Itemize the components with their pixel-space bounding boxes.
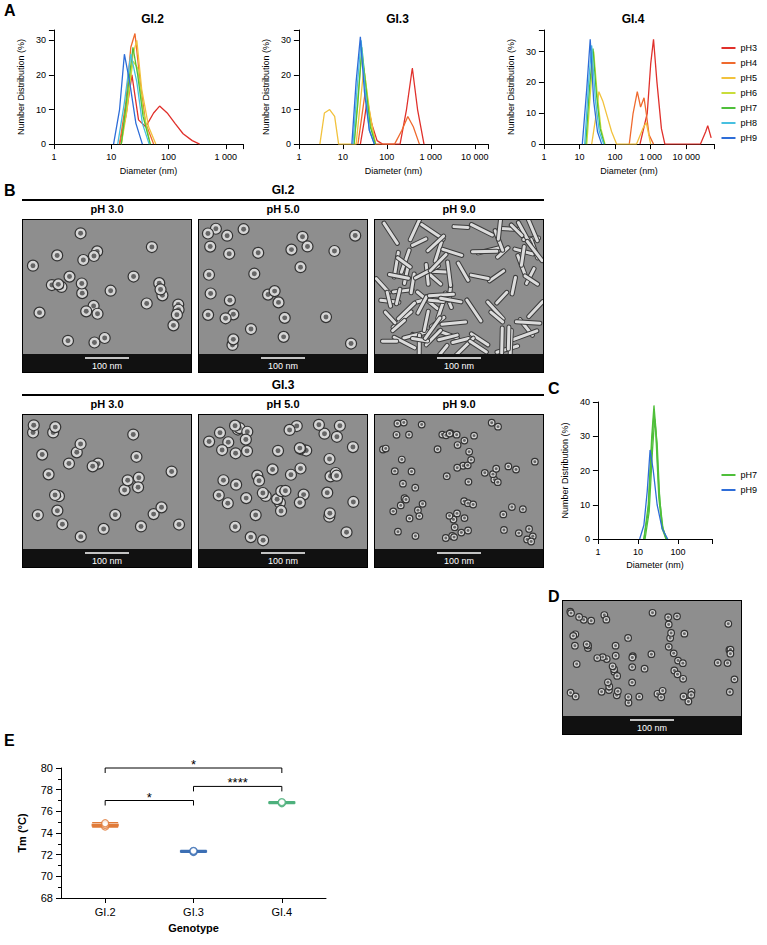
svg-text:GI.4: GI.4 (622, 12, 645, 26)
svg-text:30: 30 (526, 47, 536, 57)
svg-text:100: 100 (379, 152, 394, 162)
svg-text:Number Distribution (%): Number Distribution (%) (506, 39, 516, 135)
svg-text:10 000: 10 000 (461, 152, 489, 162)
html-text:A: A (4, 2, 16, 19)
svg-text:pH9: pH9 (740, 485, 757, 495)
svg-text:1: 1 (541, 152, 546, 162)
svg-text:100 nm: 100 nm (444, 556, 474, 566)
svg-text:20: 20 (526, 77, 536, 87)
svg-text:30: 30 (580, 431, 590, 441)
svg-text:Diameter (nm): Diameter (nm) (626, 560, 684, 570)
svg-text:10: 10 (580, 500, 590, 510)
html-text:B: B (4, 182, 16, 199)
svg-text:100 nm: 100 nm (268, 361, 298, 371)
svg-text:pH7: pH7 (740, 470, 757, 480)
svg-text:10: 10 (338, 152, 348, 162)
svg-text:Diameter (nm): Diameter (nm) (600, 166, 658, 176)
svg-text:100: 100 (161, 152, 176, 162)
html-text:pH 3.0: pH 3.0 (90, 203, 124, 215)
svg-text:GI.3: GI.3 (386, 12, 409, 26)
svg-text:1: 1 (51, 152, 56, 162)
html-text:pH 9.0: pH 9.0 (442, 203, 476, 215)
svg-text:100 nm: 100 nm (637, 723, 667, 733)
svg-text:GI.3: GI.3 (183, 906, 204, 918)
svg-text:40: 40 (580, 397, 590, 407)
svg-text:pH9: pH9 (740, 133, 757, 143)
svg-text:10: 10 (526, 108, 536, 118)
svg-text:Tm (°C): Tm (°C) (16, 813, 28, 853)
html-text:pH 5.0: pH 5.0 (266, 203, 300, 215)
svg-text:0: 0 (585, 534, 590, 544)
svg-text:100 nm: 100 nm (444, 361, 474, 371)
svg-text:0: 0 (531, 139, 536, 149)
svg-text:*: * (147, 790, 152, 805)
svg-text:1: 1 (296, 152, 301, 162)
svg-text:Number Distribution (%): Number Distribution (%) (16, 39, 26, 135)
svg-text:0: 0 (41, 139, 46, 149)
svg-text:10 000: 10 000 (673, 152, 701, 162)
svg-text:GI.2: GI.2 (95, 906, 116, 918)
svg-text:10: 10 (633, 547, 643, 557)
html-text:E: E (4, 732, 15, 749)
svg-text:GI.2: GI.2 (141, 12, 164, 26)
svg-text:pH7: pH7 (740, 103, 757, 113)
svg-text:10: 10 (106, 152, 116, 162)
svg-text:Number Distribution (%): Number Distribution (%) (560, 422, 570, 518)
svg-text:1: 1 (595, 547, 600, 557)
svg-text:30: 30 (281, 35, 291, 45)
svg-text:20: 20 (281, 70, 291, 80)
html-text:pH 5.0: pH 5.0 (266, 398, 300, 410)
svg-text:100: 100 (608, 152, 623, 162)
svg-text:78: 78 (41, 784, 53, 796)
svg-text:pH8: pH8 (740, 118, 757, 128)
svg-text:Genotype: Genotype (168, 922, 219, 934)
html-text:C: C (548, 380, 560, 397)
svg-text:Diameter (nm): Diameter (nm) (365, 166, 423, 176)
svg-text:70: 70 (41, 870, 53, 882)
svg-text:10: 10 (36, 105, 46, 115)
html-text:GI.3: GI.3 (271, 378, 295, 392)
svg-text:****: **** (228, 775, 248, 790)
svg-text:100 nm: 100 nm (92, 361, 122, 371)
svg-text:68: 68 (41, 892, 53, 904)
svg-text:pH6: pH6 (740, 88, 757, 98)
svg-text:1 000: 1 000 (214, 152, 237, 162)
svg-text:0: 0 (286, 139, 291, 149)
svg-text:80: 80 (41, 762, 53, 774)
svg-text:10: 10 (575, 152, 585, 162)
svg-text:100 nm: 100 nm (268, 556, 298, 566)
svg-text:pH3: pH3 (740, 43, 757, 53)
svg-text:100: 100 (671, 547, 686, 557)
svg-text:1 000: 1 000 (639, 152, 662, 162)
svg-text:20: 20 (580, 466, 590, 476)
svg-text:30: 30 (36, 35, 46, 45)
html-text:D: D (548, 588, 560, 605)
html-text:pH 9.0: pH 9.0 (442, 398, 476, 410)
svg-text:*: * (191, 757, 196, 772)
svg-text:pH4: pH4 (740, 58, 757, 68)
svg-text:GI.4: GI.4 (271, 906, 292, 918)
svg-text:Diameter (nm): Diameter (nm) (120, 166, 178, 176)
svg-text:76: 76 (41, 805, 53, 817)
html-text:pH 3.0: pH 3.0 (90, 398, 124, 410)
svg-text:1 000: 1 000 (420, 152, 443, 162)
svg-text:Number Distribution (%): Number Distribution (%) (261, 39, 271, 135)
html-text:GI.2: GI.2 (271, 183, 295, 197)
svg-text:pH5: pH5 (740, 73, 757, 83)
svg-text:100 nm: 100 nm (92, 556, 122, 566)
svg-text:10: 10 (281, 105, 291, 115)
svg-text:72: 72 (41, 849, 53, 861)
svg-text:20: 20 (36, 70, 46, 80)
svg-text:74: 74 (41, 827, 53, 839)
